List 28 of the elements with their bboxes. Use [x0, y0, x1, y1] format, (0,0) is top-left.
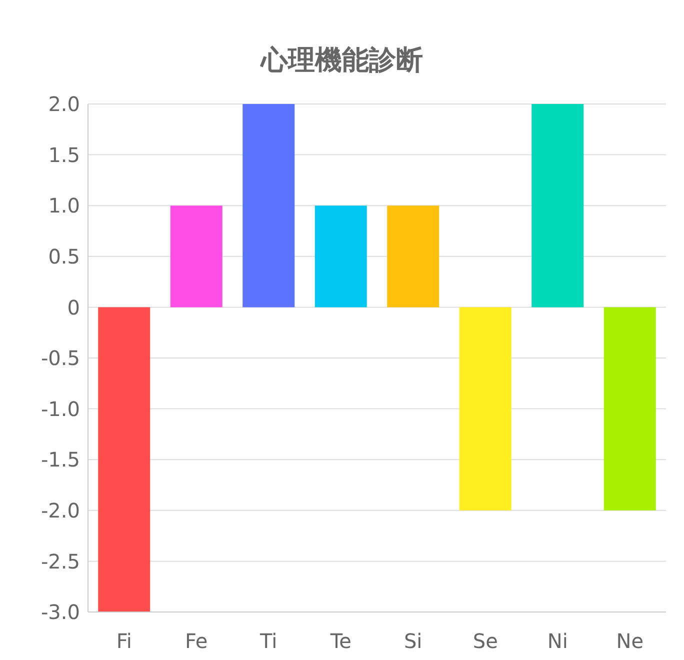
y-tick-label: -1.0	[40, 396, 80, 421]
x-tick-label: Ti	[259, 629, 278, 654]
y-tick-label: -3.0	[40, 600, 80, 624]
y-tick-label: -2.0	[40, 498, 80, 522]
y-tick-label: 2.0	[48, 92, 80, 116]
bar	[170, 206, 222, 308]
bar	[532, 104, 584, 308]
x-tick-label: Ne	[616, 629, 644, 654]
bar	[98, 307, 150, 612]
y-tick-label: -1.5	[40, 448, 80, 472]
y-tick-label: 0.5	[48, 244, 80, 268]
bar	[314, 206, 367, 308]
y-tick-label: -0.5	[40, 346, 80, 370]
y-tick-label: 0	[67, 295, 80, 320]
x-tick-label: Fi	[116, 629, 132, 654]
chart-title: 心理機能診断	[259, 44, 424, 78]
x-tick-label: Si	[404, 629, 422, 654]
y-tick-label: -2.5	[40, 549, 80, 574]
x-tick-label: Se	[472, 629, 498, 654]
bar	[387, 206, 440, 308]
y-tick-label: 1.5	[48, 142, 80, 167]
x-tick-label: Te	[329, 629, 352, 654]
x-tick-label: Fe	[185, 629, 208, 654]
bar	[604, 307, 656, 510]
bar	[242, 104, 295, 308]
x-tick-label: Ni	[547, 629, 568, 654]
y-tick-label: 1.0	[48, 194, 80, 218]
bar	[459, 307, 512, 510]
